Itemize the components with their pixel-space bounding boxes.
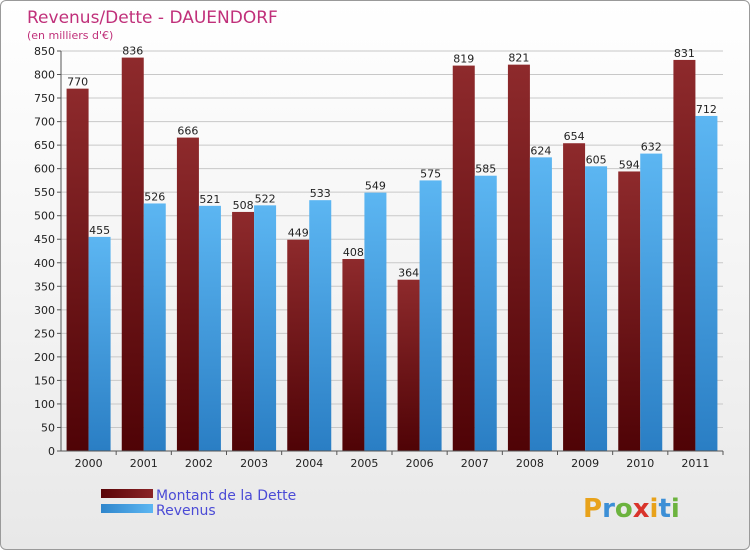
bar-debt bbox=[563, 143, 586, 451]
bar-revenus bbox=[695, 115, 718, 452]
value-label-revenus: 575 bbox=[420, 167, 441, 180]
value-label-debt: 819 bbox=[453, 53, 474, 66]
y-tick-label: 0 bbox=[48, 445, 55, 458]
y-tick-label: 750 bbox=[34, 92, 55, 105]
bar-revenus bbox=[309, 200, 332, 451]
x-tick-label: 2002 bbox=[185, 457, 213, 470]
y-tick-label: 100 bbox=[34, 398, 55, 411]
y-tick-label: 500 bbox=[34, 210, 55, 223]
x-tick-label: 2011 bbox=[681, 457, 709, 470]
bar-debt bbox=[452, 65, 475, 452]
bar-debt bbox=[397, 279, 420, 451]
value-label-revenus: 522 bbox=[255, 192, 276, 205]
bar-revenus bbox=[364, 192, 387, 451]
bar-revenus bbox=[474, 175, 497, 452]
x-tick-label: 2010 bbox=[626, 457, 654, 470]
y-tick-label: 450 bbox=[34, 233, 55, 246]
value-label-debt: 408 bbox=[343, 246, 364, 259]
x-tick-label: 2009 bbox=[571, 457, 599, 470]
x-tick-label: 2008 bbox=[516, 457, 544, 470]
bar-debt bbox=[176, 137, 199, 451]
bar-revenus bbox=[198, 205, 221, 451]
x-tick-label: 2003 bbox=[240, 457, 268, 470]
bar-debt bbox=[507, 64, 530, 451]
value-label-debt: 831 bbox=[674, 47, 695, 60]
y-tick-label: 250 bbox=[34, 327, 55, 340]
y-tick-label: 700 bbox=[34, 116, 55, 129]
legend: Montant de la Dette Revenus bbox=[101, 488, 296, 519]
value-label-revenus: 455 bbox=[89, 224, 110, 237]
value-label-revenus: 624 bbox=[530, 144, 551, 157]
bar-revenus bbox=[88, 236, 111, 451]
legend-label-debt: Montant de la Dette bbox=[156, 488, 296, 504]
y-axis-ticks: 0 50 100 150 200 250 300 350 400 450 500 550 600 650 7… bbox=[34, 45, 61, 458]
bar-debt bbox=[342, 259, 365, 451]
value-label-debt: 770 bbox=[67, 76, 88, 89]
legend-swatch-revenus bbox=[101, 504, 153, 513]
value-label-revenus: 605 bbox=[586, 153, 607, 166]
bar-revenus bbox=[254, 205, 277, 451]
y-tick-label: 550 bbox=[34, 186, 55, 199]
chart-title: Revenus/Dette - DAUENDORF bbox=[27, 8, 278, 28]
y-tick-label: 400 bbox=[34, 257, 55, 270]
legend-swatch-debt bbox=[101, 489, 153, 498]
bar-debt bbox=[121, 57, 144, 452]
value-label-debt: 508 bbox=[233, 199, 254, 212]
y-tick-label: 200 bbox=[34, 351, 55, 364]
bars bbox=[66, 57, 718, 452]
value-label-debt: 449 bbox=[288, 227, 309, 240]
value-label-debt: 364 bbox=[398, 267, 419, 280]
value-label-debt: 666 bbox=[177, 125, 198, 138]
chart-subtitle: (en milliers d'€) bbox=[27, 29, 113, 42]
bar-revenus bbox=[419, 180, 442, 452]
value-label-debt: 594 bbox=[619, 158, 640, 171]
y-tick-label: 150 bbox=[34, 374, 55, 387]
y-tick-label: 650 bbox=[34, 139, 55, 152]
legend-label-revenus: Revenus bbox=[156, 503, 216, 519]
bar-debt bbox=[66, 88, 89, 451]
bar-debt bbox=[232, 211, 255, 451]
value-label-revenus: 549 bbox=[365, 180, 386, 193]
bar-debt bbox=[287, 239, 310, 451]
bar-debt bbox=[618, 171, 641, 451]
x-tick-label: 2007 bbox=[461, 457, 489, 470]
value-label-revenus: 526 bbox=[144, 190, 165, 203]
x-axis-ticks: 2000 2001 2002 2003 2004 2005 2006 2007 2008 2009… bbox=[75, 451, 724, 470]
x-tick-label: 2006 bbox=[406, 457, 434, 470]
grid-lines bbox=[61, 50, 723, 428]
bar-revenus bbox=[585, 166, 608, 451]
value-label-debt: 654 bbox=[564, 130, 585, 143]
y-tick-label: 50 bbox=[41, 421, 55, 434]
bar-revenus bbox=[640, 153, 663, 451]
proxiti-logo: Proxiti bbox=[583, 494, 680, 524]
x-tick-label: 2000 bbox=[75, 457, 103, 470]
value-label-revenus: 712 bbox=[696, 103, 717, 116]
y-tick-label: 800 bbox=[34, 69, 55, 82]
value-label-debt: 836 bbox=[122, 45, 143, 58]
x-tick-label: 2001 bbox=[130, 457, 158, 470]
value-label-revenus: 521 bbox=[199, 193, 220, 206]
y-tick-label: 350 bbox=[34, 280, 55, 293]
bar-debt bbox=[673, 59, 696, 452]
value-label-debt: 821 bbox=[508, 52, 529, 65]
value-label-revenus: 585 bbox=[475, 163, 496, 176]
bar-revenus bbox=[143, 203, 166, 451]
bar-revenus bbox=[529, 157, 552, 451]
y-tick-label: 600 bbox=[34, 163, 55, 176]
x-tick-label: 2005 bbox=[350, 457, 378, 470]
y-tick-label: 300 bbox=[34, 304, 55, 317]
x-tick-label: 2004 bbox=[295, 457, 323, 470]
value-label-revenus: 533 bbox=[310, 187, 331, 200]
y-tick-label: 850 bbox=[34, 45, 55, 58]
value-label-revenus: 632 bbox=[641, 141, 662, 154]
